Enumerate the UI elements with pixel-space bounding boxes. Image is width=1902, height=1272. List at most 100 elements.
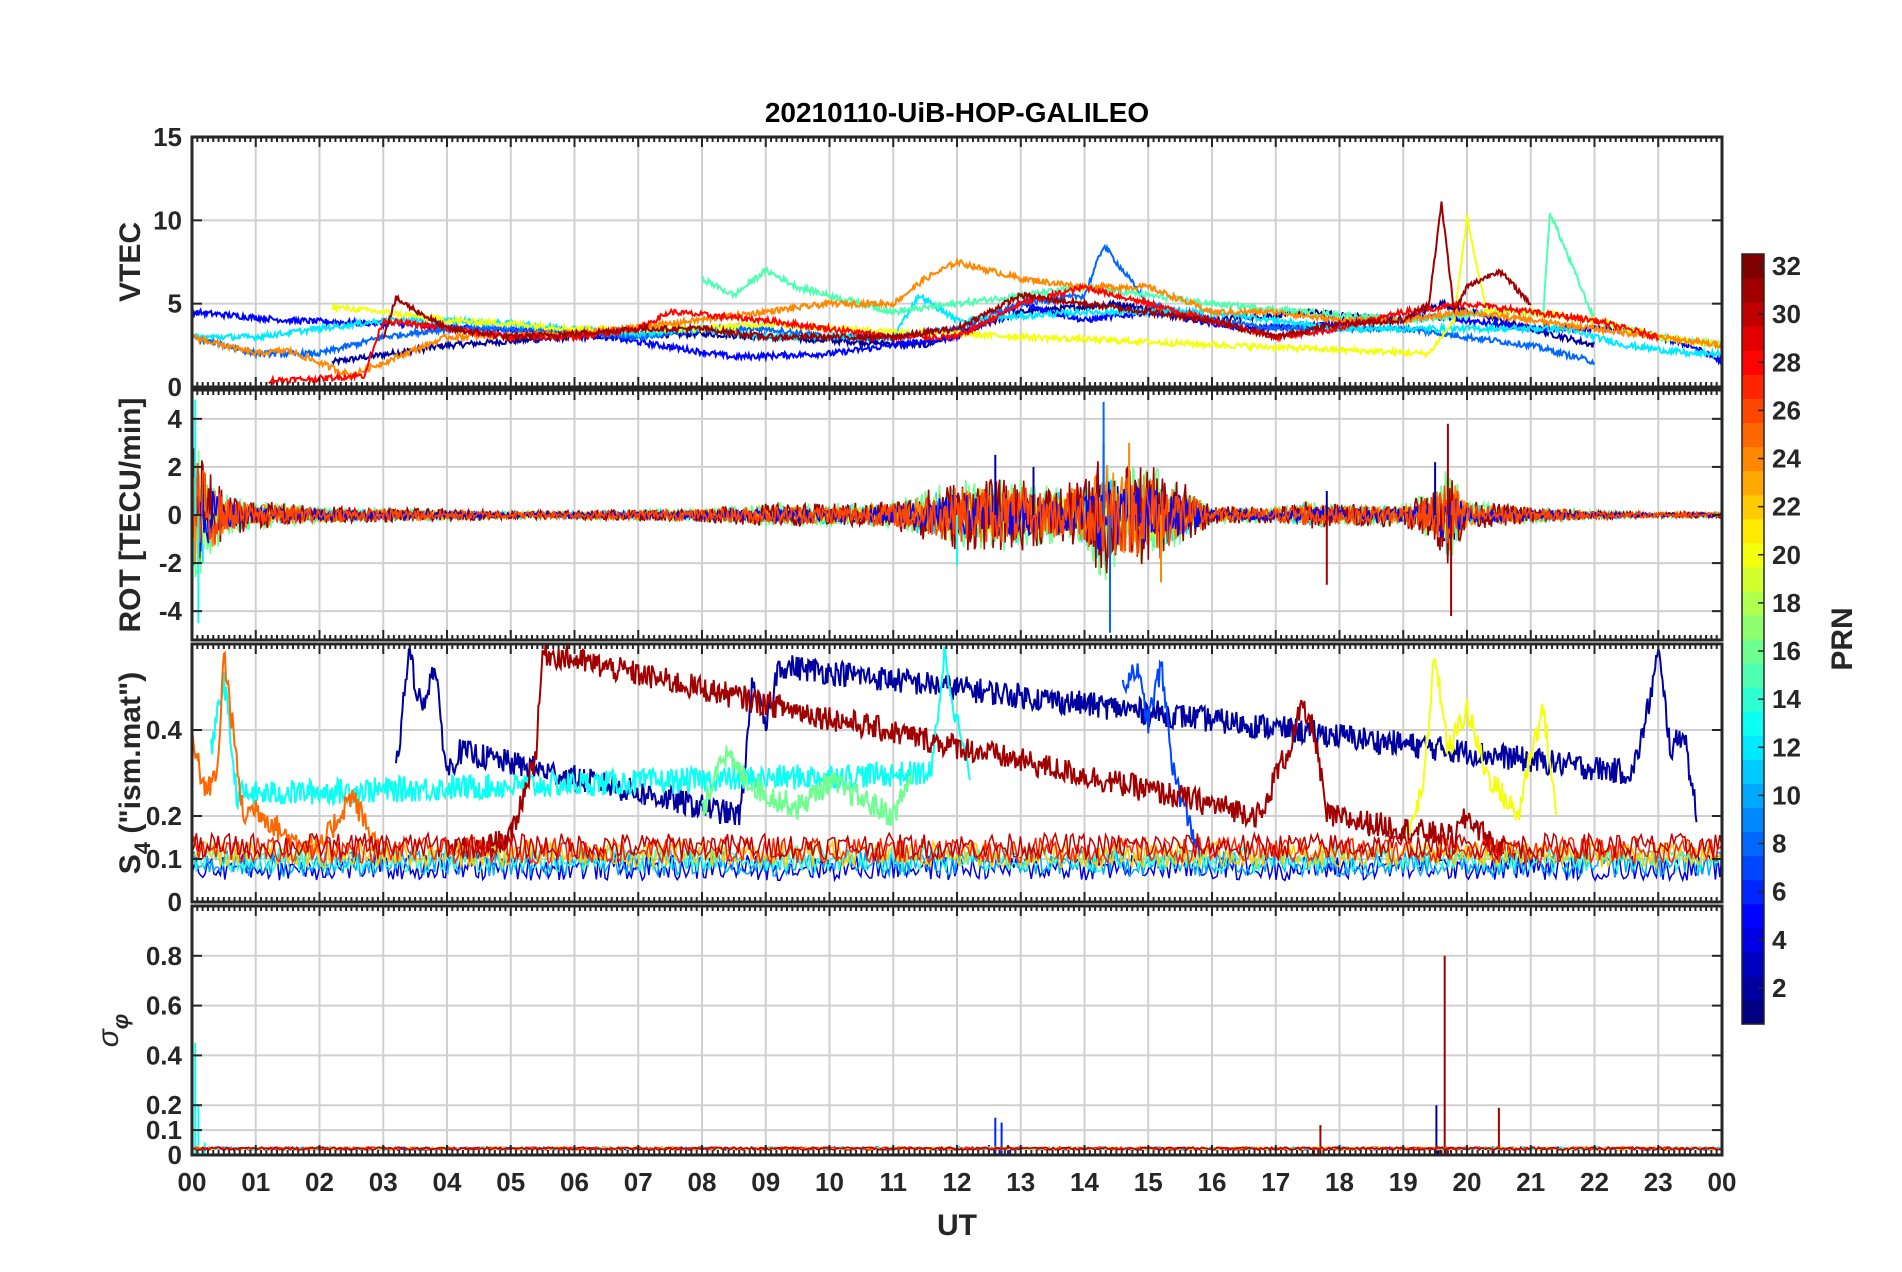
sigma_phi-panel-lines: [192, 906, 1722, 1155]
vtec-trace-prn-24: [192, 256, 1722, 381]
y-label-subscript: φ: [108, 1014, 133, 1029]
colorbar-swatch: [1742, 855, 1764, 881]
sigma_phi-y-tick-label: 0.2: [146, 1090, 182, 1120]
colorbar-tick-label: 18: [1772, 588, 1801, 618]
colorbar-swatch: [1742, 687, 1764, 712]
x-tick-label: 06: [560, 1167, 589, 1197]
rot-y-tick-label: -2: [159, 548, 182, 578]
s4-panel-lines: [192, 644, 1722, 902]
colorbar-swatch: [1742, 831, 1764, 857]
s4-baseline-trace: [192, 852, 1722, 883]
colorbar-frame: [1741, 253, 1765, 1025]
s4-trace-prn-31: [446, 644, 1532, 870]
vtec-y-tick-label: 10: [153, 205, 182, 235]
colorbar-tick-label: 12: [1772, 732, 1801, 762]
sigma_phi-y-tick-label: 0: [168, 1140, 182, 1170]
sigma_phi-trace-prn-13: [192, 1043, 206, 1155]
y-label-subscript: 4: [130, 841, 155, 854]
vtec-trace-prn-12: [192, 293, 1722, 360]
colorbar-tick-label: 22: [1772, 492, 1801, 522]
vtec-trace-prn-20: [331, 214, 1722, 360]
colorbar-swatch: [1742, 398, 1764, 424]
x-tick-label: 14: [1070, 1167, 1099, 1197]
sigma_phi-axes: 00.10.2 0.4 0.6 0.8 σφ: [92, 904, 1724, 1170]
colorbar-swatches: [1742, 254, 1764, 1025]
colorbar-swatch: [1742, 254, 1764, 279]
rot-trace-prn-24: [1128, 442, 1162, 583]
x-tick-label: 01: [241, 1167, 270, 1197]
sigma_phi-y-tick-label: 0.4: [146, 1040, 183, 1070]
colorbar-tick-label: 20: [1772, 540, 1801, 570]
x-tick-label: 07: [624, 1167, 653, 1197]
colorbar-tick-label: 30: [1772, 299, 1801, 329]
x-tick-label: 08: [688, 1167, 717, 1197]
s4-y-axis-label: S4 ("ism.mat"): [114, 672, 155, 874]
x-tick-label: 05: [496, 1167, 525, 1197]
colorbar-tick-label: 10: [1772, 780, 1801, 810]
colorbar-swatch: [1742, 639, 1764, 664]
x-axis-label: UT: [937, 1209, 977, 1242]
x-tick-label: 17: [1261, 1167, 1290, 1197]
x-tick-label: 21: [1516, 1167, 1545, 1197]
x-tick-label: 02: [305, 1167, 334, 1197]
colorbar-swatch: [1742, 566, 1764, 592]
colorbar-swatch: [1742, 518, 1764, 544]
s4-y-tick-label: 0: [168, 887, 182, 917]
s4-y-tick-label: 0.4: [146, 715, 183, 745]
x-tick-label: 12: [943, 1167, 972, 1197]
s4-axes: 00.10.20.4S4 ("ism.mat"): [114, 642, 1724, 917]
colorbar-swatch: [1742, 470, 1764, 496]
x-tick-label: 23: [1644, 1167, 1673, 1197]
x-tick-label: 15: [1134, 1167, 1163, 1197]
x-tick-label: 22: [1580, 1167, 1609, 1197]
s4-trace-prn-16: [701, 745, 914, 827]
colorbar-swatch: [1742, 975, 1764, 1001]
s4-baseline-trace: [192, 830, 1722, 862]
colorbar-swatch: [1742, 999, 1764, 1025]
colorbar-swatch: [1742, 542, 1764, 568]
sigma_phi-y-axis-label: σφ: [92, 1014, 133, 1048]
vtec-y-axis-label: VTEC: [114, 222, 147, 302]
sigma_phi-y-tick-label: 0.6: [146, 991, 182, 1021]
x-tick-label: 10: [815, 1167, 844, 1197]
colorbar-swatch: [1742, 879, 1764, 905]
vtec-grid: [192, 137, 1722, 387]
s4-baseline-trace: [192, 835, 1722, 866]
sigma_phi-y-tick-label: 0.8: [146, 941, 182, 971]
x-tick-label: 19: [1389, 1167, 1418, 1197]
colorbar-tick-label: 26: [1772, 395, 1801, 425]
x-tick-label: 20: [1453, 1167, 1482, 1197]
sigma_phi-y-tick-label: 0.1: [146, 1115, 182, 1145]
colorbar-tick-label: 4: [1772, 925, 1787, 955]
x-tick-label: 18: [1325, 1167, 1354, 1197]
x-tick-label: 04: [433, 1167, 462, 1197]
sigma_phi-grid: [192, 906, 1722, 1155]
vtec-trace-prn-15: [701, 212, 1722, 350]
colorbar-swatch: [1742, 302, 1764, 327]
colorbar-swatch: [1742, 614, 1764, 640]
vtec-y-tick-label: 5: [168, 289, 182, 319]
colorbar-tick-label: 32: [1772, 251, 1801, 281]
rot-y-tick-label: -4: [159, 596, 183, 626]
rot-y-axis-label: ROT [TECU/min]: [114, 398, 147, 633]
x-tick-label: 09: [751, 1167, 780, 1197]
colorbar-swatch: [1742, 927, 1764, 953]
figure-title: 20210110-UiB-HOP-GALILEO: [765, 97, 1149, 128]
x-tick-label: 11: [880, 1167, 908, 1197]
vtec-trace-prn-31: [382, 201, 1532, 344]
colorbar-swatch: [1742, 711, 1764, 736]
y-label-rest: ("ism.mat"): [114, 672, 147, 842]
vtec-y-tick-label: 0: [168, 372, 182, 402]
x-tick-label: 03: [369, 1167, 398, 1197]
colorbar-swatch: [1742, 903, 1764, 929]
colorbar-swatch: [1742, 783, 1764, 809]
x-tick-label: 13: [1006, 1167, 1035, 1197]
s4-trace-prn-25: [192, 650, 385, 869]
s4-trace-prn-7: [1121, 658, 1201, 860]
x-tick-label: 00: [178, 1167, 207, 1197]
x-tick-label: 16: [1198, 1167, 1227, 1197]
colorbar-swatch: [1742, 759, 1764, 784]
colorbar-tick-label: 2: [1772, 973, 1786, 1003]
colorbar-swatch: [1742, 422, 1764, 448]
